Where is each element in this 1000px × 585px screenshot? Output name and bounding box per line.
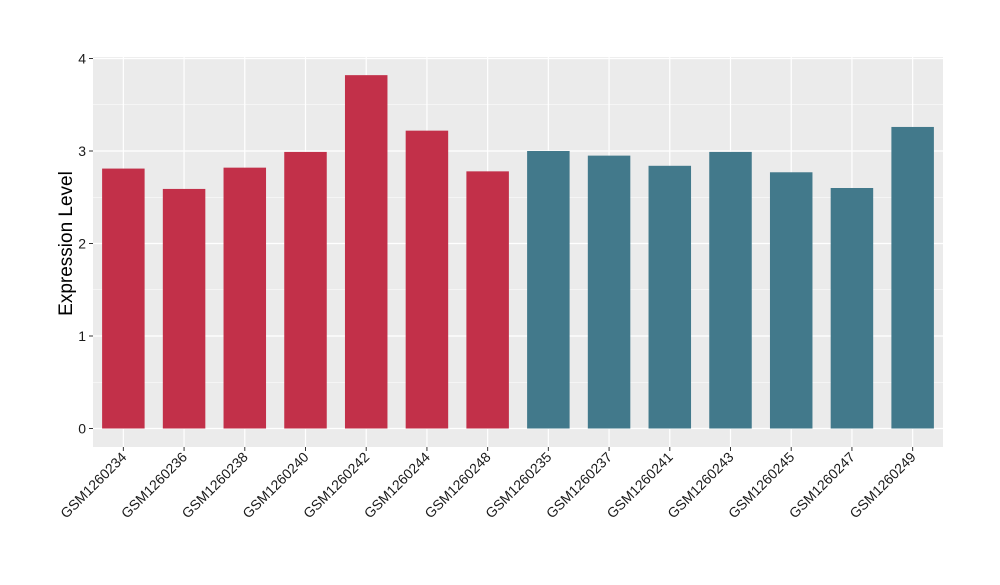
bar-GSM1260235	[527, 151, 570, 429]
bar-GSM1260241	[648, 165, 692, 429]
bar-GSM1260236	[162, 188, 206, 429]
bar-GSM1260245	[769, 172, 813, 429]
bar-GSM1260240	[284, 151, 327, 429]
y-tick-label: 0	[78, 421, 86, 437]
bar-GSM1260243	[709, 151, 752, 429]
bar-GSM1260247	[830, 188, 874, 429]
x-axis: GSM1260234GSM1260236GSM1260238GSM1260240…	[57, 447, 919, 521]
bar-GSM1260238	[223, 167, 267, 429]
y-tick-label: 3	[78, 143, 86, 159]
plot-panel	[93, 57, 943, 447]
bar-GSM1260249	[891, 126, 934, 429]
y-axis: 0 1 2 3 4	[78, 51, 93, 437]
y-tick-label: 1	[78, 328, 86, 344]
bar-GSM1260234	[102, 168, 145, 429]
y-tick-label: 2	[78, 236, 86, 252]
bar-GSM1260242	[344, 75, 388, 429]
bar-GSM1260248	[466, 171, 509, 429]
bar-GSM1260244	[405, 130, 449, 429]
bars	[102, 75, 934, 429]
y-tick-label: 4	[78, 51, 86, 67]
bar-GSM1260237	[587, 155, 631, 429]
y-axis-label: Expression Level	[56, 171, 77, 316]
